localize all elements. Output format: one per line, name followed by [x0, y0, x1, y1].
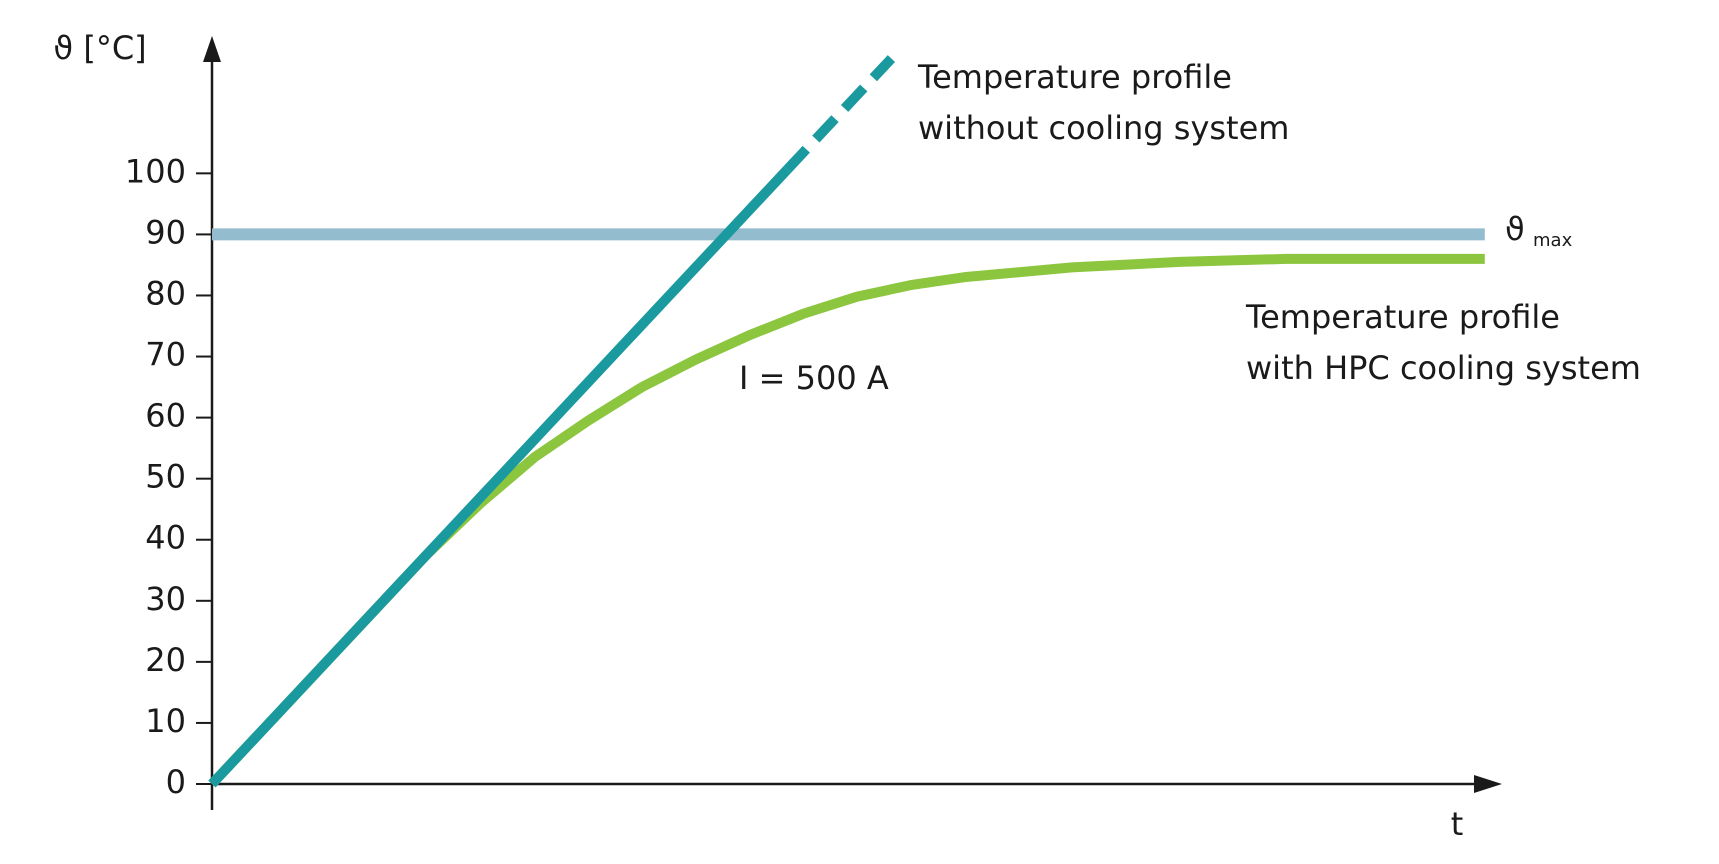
y-tick-label: 0	[166, 763, 186, 801]
y-tick-label: 100	[125, 152, 186, 190]
series-line	[208, 166, 791, 788]
y-axis-arrow	[203, 36, 221, 62]
series-line	[783, 55, 896, 174]
series-label: Temperature profile	[917, 58, 1232, 96]
annotation: I = 500 A	[739, 359, 889, 397]
series-label: without cooling system	[918, 109, 1289, 147]
x-axis-label: t	[1451, 805, 1464, 843]
series-label: with HPC cooling system	[1246, 349, 1641, 387]
series-label: Temperature profile	[1245, 298, 1560, 336]
y-tick-label: 10	[145, 702, 186, 740]
series-line	[208, 253, 1485, 788]
y-tick-label: 20	[145, 641, 186, 679]
y-tick-label: 30	[145, 580, 186, 618]
x-axis-arrow	[1474, 775, 1502, 793]
y-tick-label: 70	[145, 336, 186, 374]
threshold-label-sub: max	[1533, 230, 1573, 251]
y-tick-label: 50	[145, 458, 186, 496]
y-axis-label: ϑ [°C]	[53, 29, 146, 67]
y-tick-label: 60	[145, 397, 186, 435]
y-tick-label: 80	[145, 274, 186, 312]
y-tick-label: 40	[145, 519, 186, 557]
threshold-label: ϑ	[1505, 210, 1525, 248]
y-tick-label: 90	[145, 213, 186, 251]
